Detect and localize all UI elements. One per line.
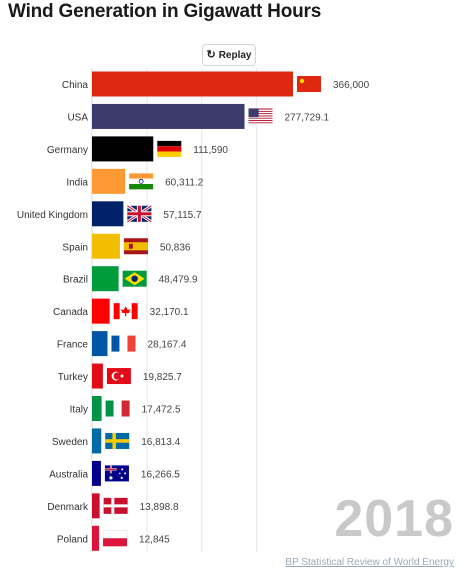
bar-sweden <box>92 428 102 454</box>
bar-france <box>92 331 108 357</box>
bar-china <box>92 71 293 97</box>
bar-denmark <box>92 493 100 519</box>
value-label-denmark: 13,898.8 <box>140 502 179 513</box>
category-label-poland: Poland <box>57 534 88 545</box>
category-label-france: France <box>57 340 89 351</box>
value-label-turkey: 19,825.7 <box>143 372 182 383</box>
value-label-canada: 32,170.1 <box>150 307 189 318</box>
bar-germany <box>92 136 154 162</box>
value-label-france: 28,167.4 <box>147 340 186 351</box>
australia-flag-icon <box>104 465 129 482</box>
turkey-flag-icon <box>106 368 131 385</box>
poland-flag-icon <box>102 530 128 547</box>
category-label-spain: Spain <box>62 242 88 253</box>
bar-australia <box>92 460 101 486</box>
denmark-flag-icon <box>103 497 128 514</box>
category-label-china: China <box>62 80 89 91</box>
category-label-italy: Italy <box>70 405 88 416</box>
category-label-brazil: Brazil <box>63 275 88 286</box>
bar-usa <box>92 103 245 129</box>
value-label-china: 366,000 <box>333 80 370 91</box>
bar-brazil <box>92 266 119 292</box>
page-title: Wind Generation in Gigawatt Hours <box>8 1 322 22</box>
france-flag-icon <box>111 335 136 352</box>
value-label-spain: 50,836 <box>160 242 191 253</box>
category-label-turkey: Turkey <box>58 372 88 383</box>
replay-button[interactable]: ↻ Replay <box>202 44 256 66</box>
replay-icon: ↻ <box>206 48 216 61</box>
value-label-united-kingdom: 57,115.7 <box>163 210 202 221</box>
bar-spain <box>92 233 120 259</box>
bar-italy <box>92 396 102 421</box>
canada-flag-icon <box>113 303 138 320</box>
plot-axis-line <box>91 68 93 552</box>
value-label-brazil: 48,479.9 <box>159 275 198 286</box>
source-link[interactable]: BP Statistical Review of World Energy <box>285 557 454 568</box>
value-label-sweden: 16,813.4 <box>141 437 180 448</box>
value-label-germany: 111,590 <box>193 145 228 156</box>
china-flag-icon <box>297 76 321 92</box>
category-label-sweden: Sweden <box>52 437 88 448</box>
category-label-india: India <box>66 177 88 188</box>
category-label-canada: Canada <box>53 307 88 318</box>
germany-flag-icon <box>157 140 182 157</box>
value-label-poland: 12,845 <box>139 534 170 545</box>
bar-poland <box>92 525 100 551</box>
sweden-flag-icon <box>105 432 130 449</box>
bar-united-kingdom <box>92 201 124 227</box>
category-label-germany: Germany <box>47 145 88 156</box>
bar-canada <box>92 298 110 324</box>
usa-flag-icon <box>248 108 273 125</box>
category-label-usa: USA <box>67 112 88 123</box>
value-label-australia: 16,266.5 <box>141 469 180 480</box>
category-label-denmark: Denmark <box>47 502 89 513</box>
value-label-india: 60,311.2 <box>165 177 204 188</box>
value-label-usa: 277,729.1 <box>285 112 330 123</box>
brazil-flag-icon <box>122 270 147 287</box>
bar-india <box>92 168 126 194</box>
category-label-australia: Australia <box>49 469 88 480</box>
replay-label: Replay <box>218 49 252 61</box>
uk-flag-icon <box>126 204 153 224</box>
category-label-united-kingdom: United Kingdom <box>17 210 88 221</box>
italy-flag-icon <box>105 400 130 417</box>
spain-flag-icon <box>123 238 148 255</box>
bar-turkey <box>92 363 103 389</box>
value-label-italy: 17,472.5 <box>142 405 181 416</box>
india-flag-icon <box>129 173 154 190</box>
year-label: 2018 <box>334 490 454 548</box>
